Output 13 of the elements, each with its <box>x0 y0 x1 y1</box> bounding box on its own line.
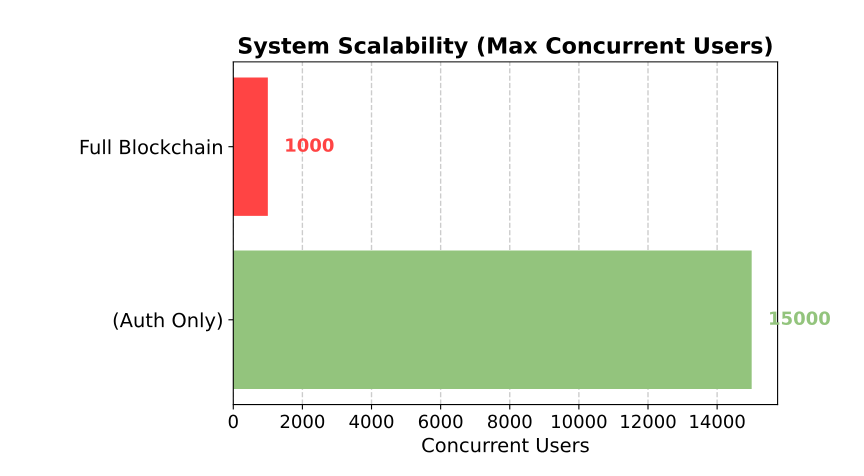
x-tick-label: 10000 <box>552 414 606 428</box>
x-tick-label: 12000 <box>621 414 676 428</box>
data-label: 1000 <box>286 138 334 152</box>
x-tick-label: 0 <box>228 414 238 428</box>
x-axis-title: Concurrent Users <box>422 438 589 452</box>
y-tick-label: (Auth Only) <box>114 312 222 332</box>
chart-title: System Scalability (Max Concurrent Users) <box>238 36 772 58</box>
x-tick-label: 8000 <box>488 414 532 428</box>
x-tick-label: 4000 <box>349 414 394 428</box>
x-tick-label: 6000 <box>418 414 462 428</box>
x-tick-label: 2000 <box>280 414 324 428</box>
y-tick-label: Full Blockchain <box>80 139 222 154</box>
x-tick-label: 14000 <box>690 414 745 428</box>
